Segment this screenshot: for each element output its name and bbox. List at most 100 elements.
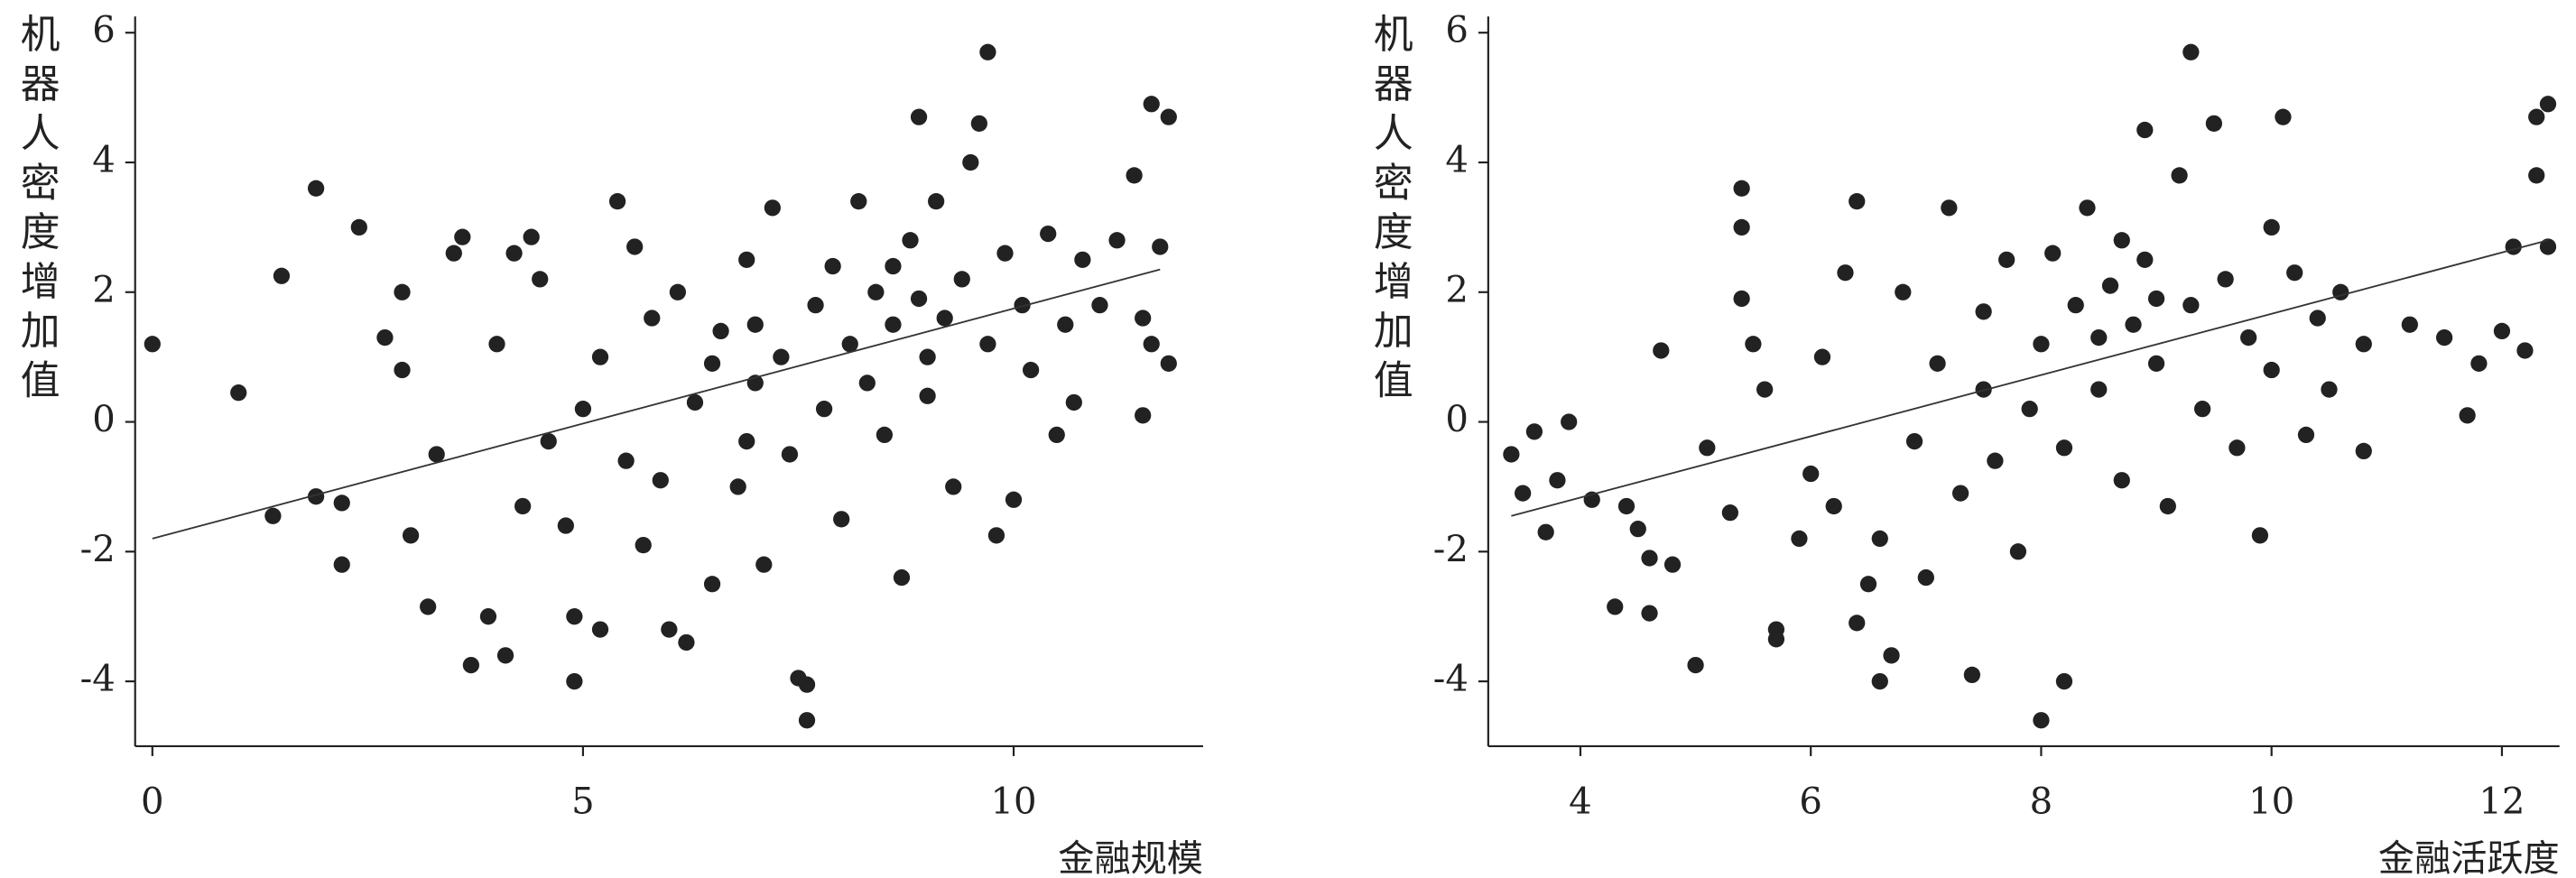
point xyxy=(574,401,592,418)
point xyxy=(350,218,367,236)
point xyxy=(488,336,505,353)
trend-line xyxy=(152,268,1161,540)
point xyxy=(2136,251,2154,268)
point xyxy=(1883,647,1900,664)
point xyxy=(496,647,514,664)
point xyxy=(885,316,902,333)
point xyxy=(867,283,885,300)
x-tick-label: 4 xyxy=(1569,781,1592,822)
point xyxy=(945,478,962,495)
y-tick-label: -4 xyxy=(80,659,116,700)
point xyxy=(712,322,729,340)
point xyxy=(2263,218,2280,236)
point xyxy=(1515,485,1532,502)
point xyxy=(815,401,833,418)
point xyxy=(1126,167,1143,184)
point xyxy=(1065,393,1082,411)
point xyxy=(2067,297,2084,314)
point xyxy=(2159,497,2176,515)
x-tick-label: 10 xyxy=(990,781,1036,822)
point xyxy=(807,297,824,314)
point xyxy=(1629,521,1646,538)
point xyxy=(1837,264,1854,282)
point xyxy=(2101,277,2119,294)
x-axis-label: 金融活跃度 xyxy=(2378,838,2560,878)
point xyxy=(773,348,790,365)
point xyxy=(333,494,350,512)
point xyxy=(2171,167,2188,184)
point xyxy=(402,527,420,544)
point xyxy=(1143,96,1160,113)
point xyxy=(1135,310,1152,327)
point xyxy=(505,245,523,262)
x-tick-label: 0 xyxy=(141,781,164,822)
point xyxy=(2136,121,2154,139)
point xyxy=(2229,439,2246,457)
point xyxy=(2217,271,2234,288)
point xyxy=(1813,348,1831,365)
point xyxy=(893,568,911,587)
point xyxy=(2309,310,2326,327)
y-tick-label: 6 xyxy=(1445,10,1469,51)
point xyxy=(1561,413,1578,430)
point xyxy=(1767,621,1785,638)
point xyxy=(936,310,953,327)
point xyxy=(1108,232,1126,249)
x-tick-label: 5 xyxy=(571,781,595,822)
point xyxy=(1871,530,1888,548)
point xyxy=(617,452,635,469)
point xyxy=(591,348,609,365)
point xyxy=(1005,491,1023,508)
point xyxy=(2275,108,2292,125)
point xyxy=(2528,108,2545,125)
y-tick-label: 4 xyxy=(92,139,116,180)
point xyxy=(2182,297,2200,314)
point xyxy=(1091,297,1108,314)
x-tick-label: 6 xyxy=(1799,781,1822,822)
point xyxy=(2251,527,2269,544)
point xyxy=(746,316,764,333)
point xyxy=(1951,485,1969,502)
point xyxy=(919,387,936,404)
point xyxy=(1537,523,1554,541)
point xyxy=(1617,497,1635,515)
point xyxy=(1791,530,1808,548)
point xyxy=(2286,264,2303,282)
point xyxy=(2493,322,2511,340)
point xyxy=(729,478,746,495)
point xyxy=(1825,497,1842,515)
point xyxy=(1074,251,1091,268)
point xyxy=(2125,316,2142,333)
point xyxy=(1048,426,1065,444)
point xyxy=(1917,568,1934,587)
point xyxy=(1525,423,1543,440)
point xyxy=(703,355,721,372)
point xyxy=(591,621,609,638)
point xyxy=(2055,672,2073,690)
point xyxy=(333,556,350,573)
point xyxy=(454,228,471,245)
point xyxy=(919,348,936,365)
y-tick-label: 2 xyxy=(1445,269,1469,310)
point xyxy=(1549,472,1566,489)
point xyxy=(1022,361,1040,379)
point xyxy=(824,257,841,275)
point xyxy=(2090,381,2108,398)
y-tick-label: 0 xyxy=(1445,399,1469,440)
point xyxy=(1802,465,1820,483)
point xyxy=(1040,225,1057,243)
point xyxy=(755,556,773,573)
point xyxy=(1963,666,1980,684)
x-tick-label: 8 xyxy=(2030,781,2053,822)
point xyxy=(307,180,325,197)
point xyxy=(1733,218,1750,236)
point xyxy=(626,238,644,255)
point xyxy=(635,536,652,554)
point xyxy=(2332,283,2349,300)
point xyxy=(2055,439,2073,457)
y-tick-label: 2 xyxy=(92,269,116,310)
point xyxy=(557,517,574,534)
point xyxy=(798,712,816,729)
point xyxy=(1849,615,1866,632)
point xyxy=(2355,336,2372,353)
